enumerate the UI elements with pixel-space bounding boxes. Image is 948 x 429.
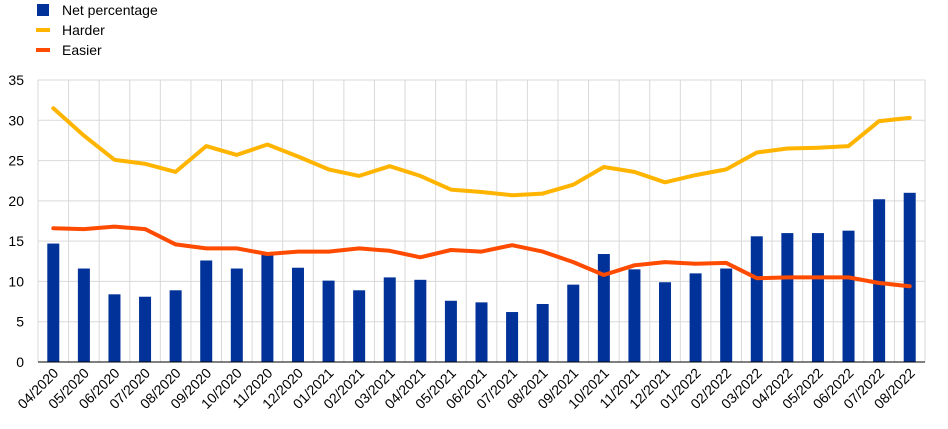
y-tick-label: 10 (8, 273, 24, 289)
y-tick-label: 15 (8, 233, 24, 249)
bar-net-percentage (903, 192, 916, 362)
bar-net-percentage (567, 284, 580, 362)
legend-swatch-bar (37, 4, 49, 16)
grid (37, 79, 926, 362)
bar-net-percentage (536, 303, 549, 362)
bar-net-percentage (322, 280, 335, 362)
bar-series (47, 192, 916, 362)
bar-net-percentage (444, 300, 457, 362)
bar-net-percentage (108, 294, 121, 362)
bar-net-percentage (689, 273, 702, 362)
bar-net-percentage (475, 302, 488, 362)
bar-net-percentage (659, 282, 672, 362)
bar-net-percentage (200, 260, 213, 362)
bar-net-percentage (291, 267, 304, 362)
bar-net-percentage (628, 269, 641, 362)
y-tick-label: 30 (8, 112, 24, 128)
y-tick-label: 5 (16, 314, 24, 330)
bar-net-percentage (720, 268, 733, 362)
y-tick-label: 20 (8, 193, 24, 209)
bar-net-percentage (169, 290, 182, 362)
legend-label: Harder (62, 22, 105, 38)
y-tick-label: 35 (8, 72, 24, 88)
legend-label: Easier (62, 42, 102, 58)
y-tick-label: 0 (16, 354, 24, 370)
line-harder (51, 106, 912, 198)
bar-net-percentage (47, 243, 60, 362)
bar-net-percentage (353, 290, 366, 362)
bar-net-percentage (77, 268, 90, 362)
bar-net-percentage (781, 233, 794, 362)
legend: Net percentage Harder Easier (36, 2, 158, 58)
line-easier (51, 224, 912, 289)
legend-label: Net percentage (62, 2, 158, 18)
bar-net-percentage (842, 230, 855, 362)
bar-net-percentage (230, 268, 243, 362)
bar-net-percentage (506, 312, 519, 362)
bar-net-percentage (597, 254, 610, 362)
bar-net-percentage (139, 296, 152, 362)
y-tick-label: 25 (8, 153, 24, 169)
bar-net-percentage (383, 277, 396, 362)
bar-net-percentage (873, 199, 886, 362)
line-series (51, 106, 912, 289)
bar-net-percentage (811, 233, 824, 362)
bar-net-percentage (750, 236, 763, 362)
bar-net-percentage (261, 254, 274, 362)
bar-net-percentage (414, 279, 427, 362)
